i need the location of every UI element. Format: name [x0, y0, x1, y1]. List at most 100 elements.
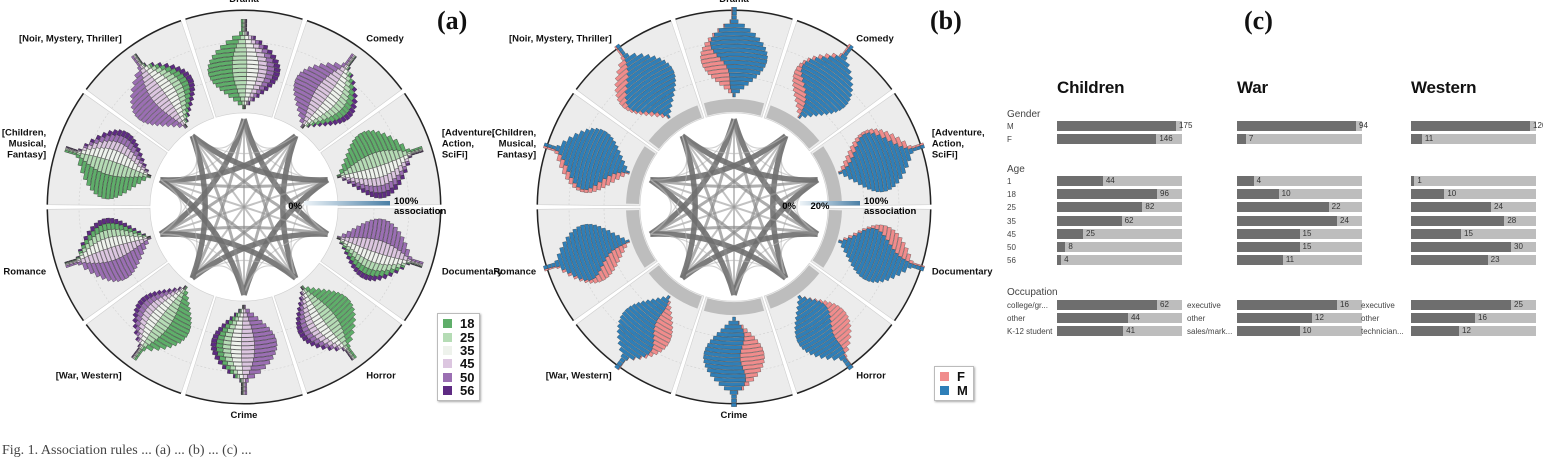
age-bin-segment: [251, 36, 253, 40]
bar-track: 10: [1411, 189, 1536, 199]
gender-bin-female: [731, 7, 732, 11]
bar-track: 146: [1057, 134, 1182, 144]
bar-fill: [1237, 176, 1254, 186]
age-bin-segment: [243, 371, 250, 375]
bar-value: 30: [1514, 242, 1523, 252]
genre-label: Romance: [493, 266, 536, 277]
age-bin-segment: [262, 49, 268, 53]
age-bin-segment: [399, 171, 403, 176]
scale-mid-label: 20%: [810, 201, 830, 212]
age-bin-segment: [215, 331, 220, 335]
age-bin-segment: [247, 60, 259, 64]
scale-caption: association: [864, 206, 916, 217]
age-bin-segment: [238, 101, 242, 105]
age-bin-segment: [98, 220, 102, 225]
bar-value: 146: [1159, 134, 1172, 144]
panel-label-b: (b): [930, 6, 962, 36]
genre-base-ring: [704, 298, 764, 315]
age-bin-segment: [225, 357, 232, 361]
gender-bin-male: [724, 386, 742, 390]
age-bin-segment: [355, 178, 360, 183]
age-legend-swatch: [443, 333, 452, 342]
age-bin-segment: [246, 85, 254, 89]
age-bin-segment: [242, 358, 254, 362]
age-bin-segment: [253, 44, 259, 48]
age-bin-segment: [247, 374, 254, 378]
age-bin-segment: [257, 94, 260, 98]
bar-track: 16: [1411, 313, 1536, 323]
bar-value: 11: [1286, 255, 1294, 265]
genre-label: [Adventure,Action,SciFi]: [442, 128, 495, 161]
age-bin-segment: [403, 169, 407, 172]
age-bin-segment: [360, 184, 364, 189]
bar-value: 28: [1507, 216, 1516, 226]
age-bin-segment: [235, 374, 237, 378]
radial-chart-b: DramaComedy[Adventure,Action,SciFi]Docum…: [492, 0, 993, 421]
age-bin-segment: [223, 349, 231, 354]
section-label-age: Age: [1007, 164, 1025, 175]
age-bin-segment: [246, 44, 254, 48]
bar-track: 4: [1237, 176, 1362, 186]
gender-bin-female: [745, 377, 753, 381]
age-legend-item: 45: [443, 357, 474, 370]
age-bin-segment: [232, 333, 241, 337]
age-bin-segment: [267, 50, 272, 54]
bar-track: 44: [1057, 176, 1182, 186]
age-bin-segment: [242, 101, 244, 105]
age-bin-segment: [257, 53, 265, 57]
age-bin-segment: [246, 77, 256, 81]
bar-fill: [1237, 121, 1356, 131]
age-bin-segment: [243, 32, 245, 36]
bar-track: 10: [1237, 189, 1362, 199]
genre-label: [Noir, Mystery, Thriller]: [19, 34, 122, 45]
bar-row-label: executive: [1187, 301, 1233, 310]
age-bin-segment: [220, 331, 226, 335]
bar-track: 44: [1057, 313, 1182, 323]
age-bin-segment: [246, 89, 253, 93]
bar-value: 16: [1340, 300, 1349, 310]
gender-legend-swatch: [940, 372, 949, 381]
genre-label: Horror: [856, 370, 886, 381]
age-bin-segment: [365, 185, 369, 191]
age-bin-segment: [234, 52, 247, 56]
age-bin-segment: [215, 356, 220, 360]
age-bin-segment: [240, 379, 241, 383]
age-bin-segment: [245, 93, 250, 97]
age-bin-segment: [397, 180, 401, 185]
age-bin-segment: [237, 321, 243, 325]
age-bin-segment: [255, 48, 262, 52]
bar-fill: [1237, 255, 1283, 265]
gender-bin-male: [721, 329, 744, 333]
age-bin-segment: [119, 221, 123, 225]
age-bin-segment: [231, 354, 241, 358]
age-bin-segment: [253, 98, 255, 102]
bar-value: 4: [1257, 176, 1261, 186]
bar-track: 12: [1411, 326, 1536, 336]
bar-value: 10: [1303, 326, 1312, 336]
genre-label: Comedy: [856, 34, 894, 45]
group-title-war: War: [1237, 78, 1268, 98]
age-bin-segment: [385, 183, 390, 190]
bar-value: 175: [1179, 121, 1192, 131]
bar-track: 11: [1237, 255, 1362, 265]
bar-row-label: 50: [1007, 243, 1053, 252]
bar-fill: [1411, 134, 1422, 144]
gender-bin-male: [732, 11, 736, 15]
age-bin-segment: [352, 184, 356, 187]
gender-bin-female: [743, 329, 747, 333]
gender-bin-male: [731, 399, 736, 403]
age-bin-segment: [218, 327, 223, 331]
bar-value: 24: [1340, 216, 1349, 226]
age-bin-segment: [248, 32, 249, 36]
age-legend-swatch: [443, 386, 452, 395]
bar-value: 12: [1462, 326, 1471, 336]
age-bin-segment: [90, 226, 94, 231]
bar-value: 24: [1494, 202, 1503, 212]
age-bin-segment: [242, 379, 243, 383]
association-scale-bar: [800, 201, 860, 206]
age-bin-segment: [258, 57, 267, 62]
genre-label: [War, Western]: [56, 370, 122, 381]
bar-track: 15: [1411, 229, 1536, 239]
age-bin-segment: [236, 44, 246, 48]
gender-bin-female: [593, 185, 597, 192]
